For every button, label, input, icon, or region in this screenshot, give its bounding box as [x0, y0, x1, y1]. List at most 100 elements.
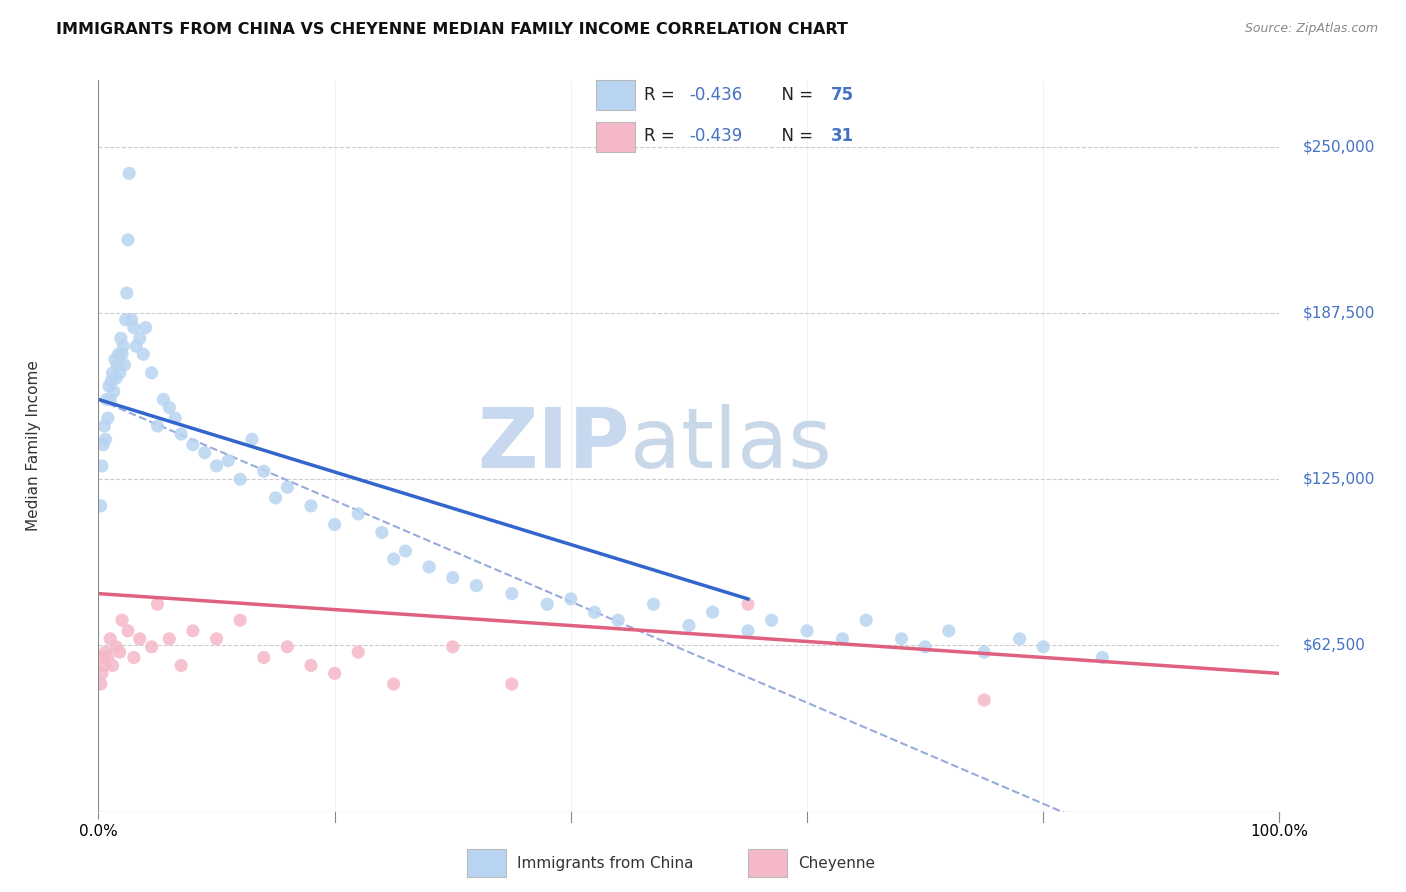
Text: atlas: atlas — [630, 404, 831, 485]
Point — [117, 624, 139, 638]
Point — [643, 597, 665, 611]
Point — [170, 427, 193, 442]
Point — [394, 544, 416, 558]
Point — [253, 650, 276, 665]
Text: Median Family Income: Median Family Income — [25, 360, 41, 532]
Point — [107, 347, 129, 361]
Point — [91, 458, 114, 473]
Point — [98, 392, 121, 407]
Point — [122, 320, 145, 334]
Point — [118, 166, 141, 180]
Point — [135, 320, 157, 334]
Point — [217, 453, 239, 467]
Point — [796, 624, 818, 638]
FancyBboxPatch shape — [467, 849, 506, 877]
Point — [737, 624, 759, 638]
Point — [125, 339, 148, 353]
Point — [205, 458, 228, 473]
Point — [678, 618, 700, 632]
Point — [112, 339, 135, 353]
Point — [501, 586, 523, 600]
Point — [702, 605, 724, 619]
Point — [93, 419, 115, 434]
Text: 31: 31 — [831, 128, 855, 145]
Point — [240, 433, 263, 447]
Text: ZIP: ZIP — [478, 404, 630, 485]
Point — [141, 366, 163, 380]
Point — [98, 379, 121, 393]
FancyBboxPatch shape — [596, 80, 636, 110]
Point — [111, 347, 134, 361]
Point — [299, 658, 322, 673]
Point — [938, 624, 960, 638]
Point — [276, 480, 298, 494]
Point — [831, 632, 853, 646]
Point — [165, 411, 187, 425]
Point — [114, 312, 136, 326]
Point — [110, 331, 132, 345]
Text: R =: R = — [644, 128, 681, 145]
Point — [347, 645, 370, 659]
Point — [105, 371, 128, 385]
Point — [141, 640, 163, 654]
Point — [117, 233, 139, 247]
Point — [93, 658, 115, 673]
Text: Source: ZipAtlas.com: Source: ZipAtlas.com — [1244, 22, 1378, 36]
Text: $125,000: $125,000 — [1303, 472, 1375, 487]
Point — [105, 358, 128, 372]
Point — [418, 560, 440, 574]
Point — [264, 491, 287, 505]
Point — [607, 613, 630, 627]
Point — [108, 366, 131, 380]
Point — [94, 433, 117, 447]
Text: -0.439: -0.439 — [689, 128, 742, 145]
Point — [371, 525, 394, 540]
Text: Cheyenne: Cheyenne — [799, 855, 876, 871]
Point — [90, 499, 112, 513]
Point — [1032, 640, 1054, 654]
Point — [101, 366, 124, 380]
Text: -0.436: -0.436 — [689, 86, 742, 103]
Text: IMMIGRANTS FROM CHINA VS CHEYENNE MEDIAN FAMILY INCOME CORRELATION CHART: IMMIGRANTS FROM CHINA VS CHEYENNE MEDIAN… — [56, 22, 848, 37]
Point — [105, 640, 128, 654]
Point — [91, 438, 114, 452]
Point — [91, 650, 114, 665]
Text: $250,000: $250,000 — [1303, 139, 1375, 154]
Text: $62,500: $62,500 — [1303, 638, 1367, 653]
Point — [122, 650, 145, 665]
Point — [323, 666, 346, 681]
Point — [96, 392, 118, 407]
Point — [128, 632, 150, 646]
FancyBboxPatch shape — [596, 122, 636, 152]
Point — [253, 464, 276, 478]
Point — [104, 352, 127, 367]
Point — [465, 579, 488, 593]
Point — [229, 472, 252, 486]
Point — [914, 640, 936, 654]
Point — [205, 632, 228, 646]
Point — [194, 445, 217, 459]
Point — [101, 658, 124, 673]
Point — [115, 286, 138, 301]
Point — [890, 632, 912, 646]
Point — [501, 677, 523, 691]
Point — [157, 401, 180, 415]
Point — [382, 552, 405, 566]
Text: 75: 75 — [831, 86, 855, 103]
Point — [382, 677, 405, 691]
Point — [97, 650, 120, 665]
Point — [737, 597, 759, 611]
Point — [146, 419, 169, 434]
Point — [91, 666, 114, 681]
Text: R =: R = — [644, 86, 681, 103]
Point — [152, 392, 174, 407]
Point — [103, 384, 125, 399]
Point — [146, 597, 169, 611]
Point — [229, 613, 252, 627]
Point — [112, 358, 135, 372]
Point — [1008, 632, 1031, 646]
Point — [560, 591, 582, 606]
Point — [347, 507, 370, 521]
Point — [441, 640, 464, 654]
Point — [97, 411, 120, 425]
